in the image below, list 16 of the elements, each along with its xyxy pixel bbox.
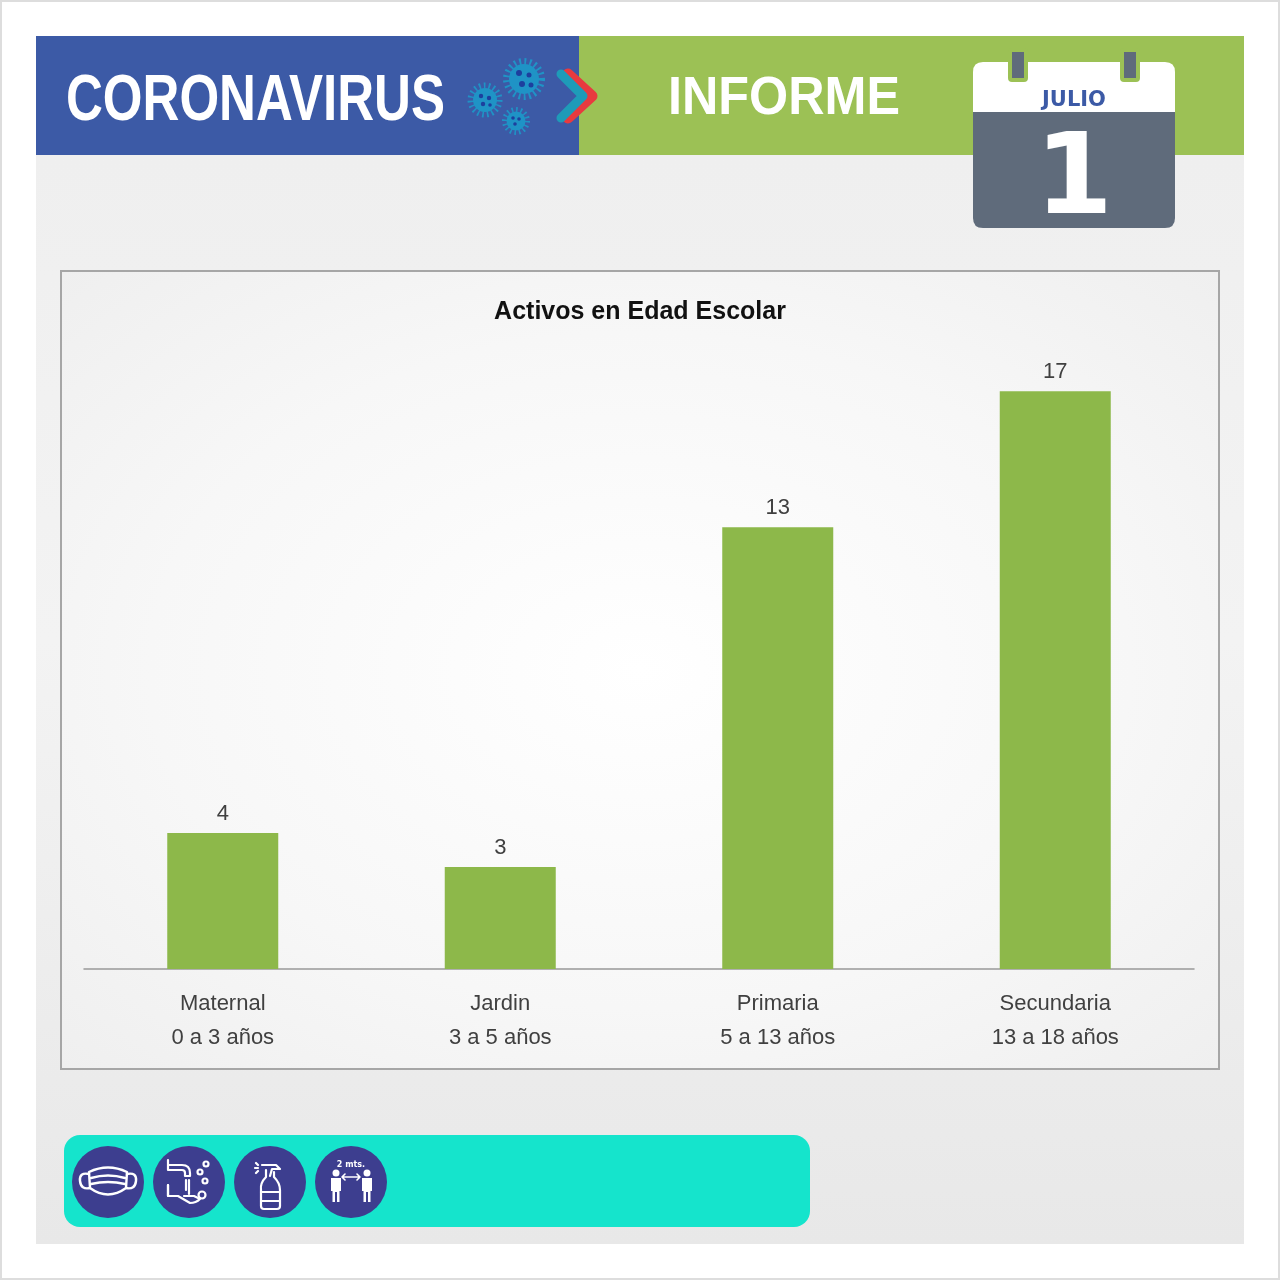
x-tick-label: Maternal 0 a 3 años [171,989,275,1049]
text: INFORME [668,65,917,125]
text: CORONAVIRUS [66,62,542,134]
chart-title: Activos en Edad Escolar [494,295,787,324]
x-tick-label: Jardin 3 a 5 años [448,989,552,1049]
data-label: 17 [1043,357,1068,383]
x-tick-label: Secundaria 13 a 18 años [991,989,1119,1049]
bar [167,833,279,969]
x-tick-label: Primaria 5 a 13 años [720,989,836,1049]
data-label: 13 [765,493,790,519]
data-label: 3 [494,833,507,859]
bar [444,867,556,969]
bar [999,391,1111,969]
bar [722,527,834,969]
data-label: 4 [216,799,229,825]
distancing-icon: 2 mts. [315,1146,387,1218]
